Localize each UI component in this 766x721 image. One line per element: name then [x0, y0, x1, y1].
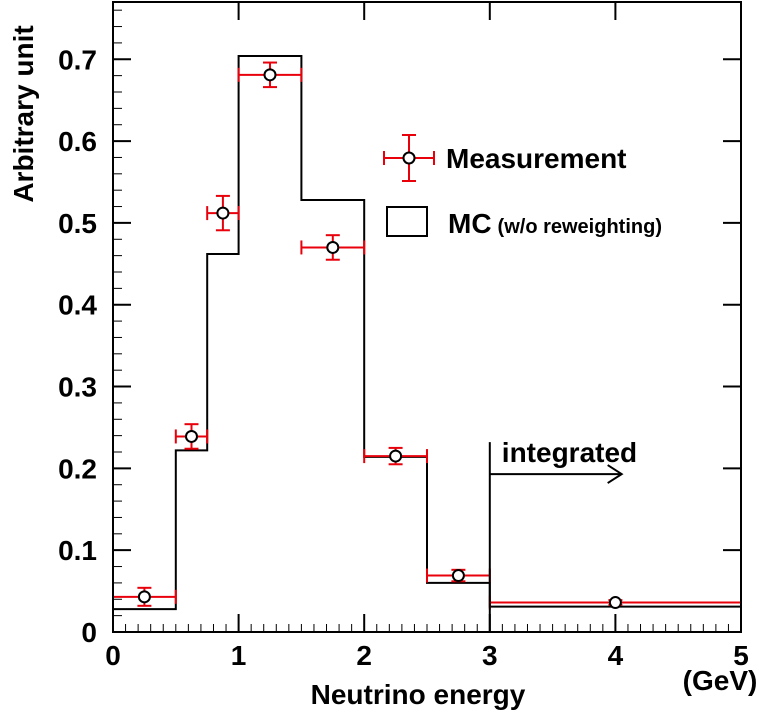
y-tick-label: 0.7: [58, 44, 97, 75]
x-axis-unit: (GeV): [683, 665, 758, 696]
measurement-point: [112, 586, 177, 607]
x-axis-title: Neutrino energy: [311, 679, 526, 710]
x-tick-label: 4: [608, 640, 624, 671]
legend-mc-box: [386, 206, 428, 237]
legend: Measurement MC (w/o reweighting): [383, 134, 662, 239]
y-tick-label: 0.5: [58, 208, 97, 239]
integrated-annotation: integrated: [488, 437, 637, 632]
axis-labels: 0 1 2 3 4 5 0 0.1 0.2 0.3 0.4 0.5 0.6 0.7: [58, 44, 749, 671]
y-tick-label: 0.2: [58, 453, 97, 484]
measurement-point: [237, 61, 303, 89]
measurement-point: [206, 194, 240, 232]
data-marker: [389, 449, 403, 463]
x-tick-label: 3: [482, 640, 498, 671]
legend-mc-label: MC (w/o reweighting): [448, 208, 662, 239]
integrated-arrowhead: [607, 464, 624, 484]
y-tick-label: 0.4: [58, 290, 97, 321]
legend-measurement-marker: [383, 134, 435, 182]
x-tick-label: 2: [356, 640, 372, 671]
data-marker: [263, 68, 277, 82]
measurement-point: [426, 568, 491, 583]
x-tick-label: 5: [733, 640, 749, 671]
y-tick-label: 0: [81, 617, 97, 648]
data-marker: [216, 206, 230, 220]
y-tick-label: 0.6: [58, 126, 97, 157]
data-marker: [608, 596, 622, 610]
y-axis-title: Arbitrary unit: [8, 25, 39, 202]
plot-frame: [112, 1, 742, 633]
x-tick-label: 1: [231, 640, 247, 671]
y-tick-label: 0.1: [58, 535, 97, 566]
measurement-point: [300, 234, 366, 261]
data-marker: [451, 569, 465, 583]
measurement-point: [174, 423, 209, 450]
measurement-point: [363, 446, 428, 466]
mc-histogram-line: [113, 55, 741, 611]
data-marker: [326, 240, 340, 254]
data-marker: [185, 429, 198, 443]
x-tick-label: 0: [105, 640, 121, 671]
legend-measurement-label: Measurement: [446, 143, 627, 174]
data-marker: [137, 590, 151, 604]
y-tick-label: 0.3: [58, 372, 97, 403]
integrated-label: integrated: [502, 437, 637, 468]
